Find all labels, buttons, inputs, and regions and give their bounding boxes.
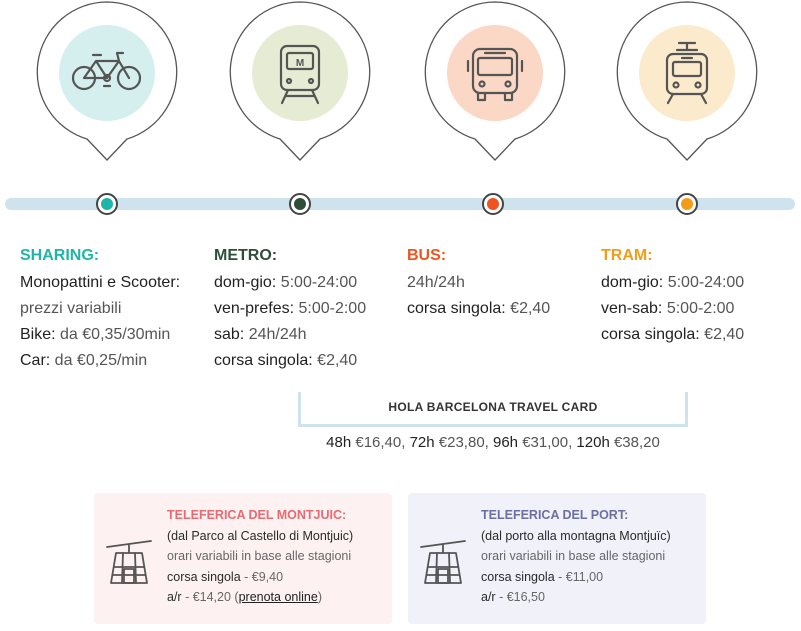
sharing-line-prices: prezzi variabili: [20, 300, 122, 317]
metro-marker-fill: [294, 198, 306, 210]
metro-line-1: dom-gio: 5:00-24:00: [214, 274, 358, 291]
bus-line-1: 24h/24h: [407, 274, 465, 291]
montjuic-return: a/r - €14,20 (prenota online): [167, 590, 322, 604]
sharing-marker: [96, 193, 118, 215]
metro-info: METRO: dom-gio: 5:00-24:00 ven-prefes: 5…: [214, 246, 366, 374]
sharing-info: SHARING: Monopattini e Scooter: prezzi v…: [20, 246, 180, 374]
sharing-marker-fill: [101, 198, 113, 210]
montjuic-single: corsa singola - €9,40: [167, 569, 284, 584]
tram-line-2: ven-sab: 5:00-2:00: [601, 300, 735, 317]
metro-title: METRO:: [214, 247, 278, 264]
timeline-track: [5, 198, 795, 210]
sharing-line-car: Car: da €0,25/min: [20, 352, 148, 369]
montjuic-hours: orari variabili in base alle stagioni: [167, 549, 352, 563]
port-single: corsa singola - €11,00: [481, 569, 604, 584]
port-return: a/r - €16,50: [481, 590, 545, 604]
tram-line-1: dom-gio: 5:00-24:00: [601, 274, 745, 291]
metro-line-2: ven-prefes: 5:00-2:00: [214, 300, 367, 317]
tram-icon: [665, 41, 709, 105]
bike-icon: [71, 51, 142, 91]
tram-title: TRAM:: [601, 247, 653, 264]
sharing-bubble: [32, 0, 182, 161]
metro-line-4: corsa singola: €2,40: [214, 352, 358, 369]
tram-line-3: corsa singola: €2,40: [601, 326, 745, 343]
port-hours: orari variabili in base alle stagioni: [481, 549, 666, 563]
bus-marker: [482, 193, 504, 215]
metro-sign-label: M: [296, 58, 304, 69]
cable-car-icon: [420, 540, 466, 584]
sharing-line-scooter: Monopattini e Scooter:: [20, 274, 181, 291]
bus-title: BUS:: [407, 247, 447, 264]
tram-marker-fill: [681, 198, 693, 210]
cable-car-icon: [106, 540, 152, 584]
bus-line-2: corsa singola: €2,40: [407, 300, 551, 317]
book-online-link[interactable]: prenota online: [238, 590, 318, 604]
metro-bubble: M: [225, 0, 375, 161]
travel-card-title: HOLA BARCELONA TRAVEL CARD: [388, 400, 598, 414]
metro-line-3: sab: 24h/24h: [214, 326, 307, 343]
metro-icon: M: [279, 44, 321, 105]
metro-marker: [289, 193, 311, 215]
bus-icon: [466, 47, 524, 102]
tram-info: TRAM: dom-gio: 5:00-24:00 ven-sab: 5:00-…: [601, 246, 744, 348]
montjuic-box: TELEFERICA DEL MONTJUIC: (dal Parco al C…: [94, 493, 392, 624]
port-box: TELEFERICA DEL PORT: (dal porto alla mon…: [408, 493, 706, 624]
sharing-title: SHARING:: [20, 247, 100, 264]
montjuic-title: TELEFERICA DEL MONTJUIC:: [167, 508, 347, 522]
port-title: TELEFERICA DEL PORT:: [481, 508, 629, 522]
sharing-line-bike: Bike: da €0,35/30min: [20, 326, 171, 343]
bus-bubble: [420, 0, 570, 161]
tram-marker: [676, 193, 698, 215]
travel-card-bracket: [298, 392, 688, 427]
bus-info: BUS: 24h/24h corsa singola: €2,40: [407, 246, 550, 322]
travel-card-prices: 48h €16,40, 72h €23,80, 96h €31,00, 120h…: [326, 434, 660, 451]
montjuic-route: (dal Parco al Castello di Montjuic): [167, 528, 354, 543]
port-route: (dal porto alla montagna Montjuïc): [481, 528, 671, 543]
tram-bubble: [612, 0, 762, 161]
bus-marker-fill: [487, 198, 499, 210]
